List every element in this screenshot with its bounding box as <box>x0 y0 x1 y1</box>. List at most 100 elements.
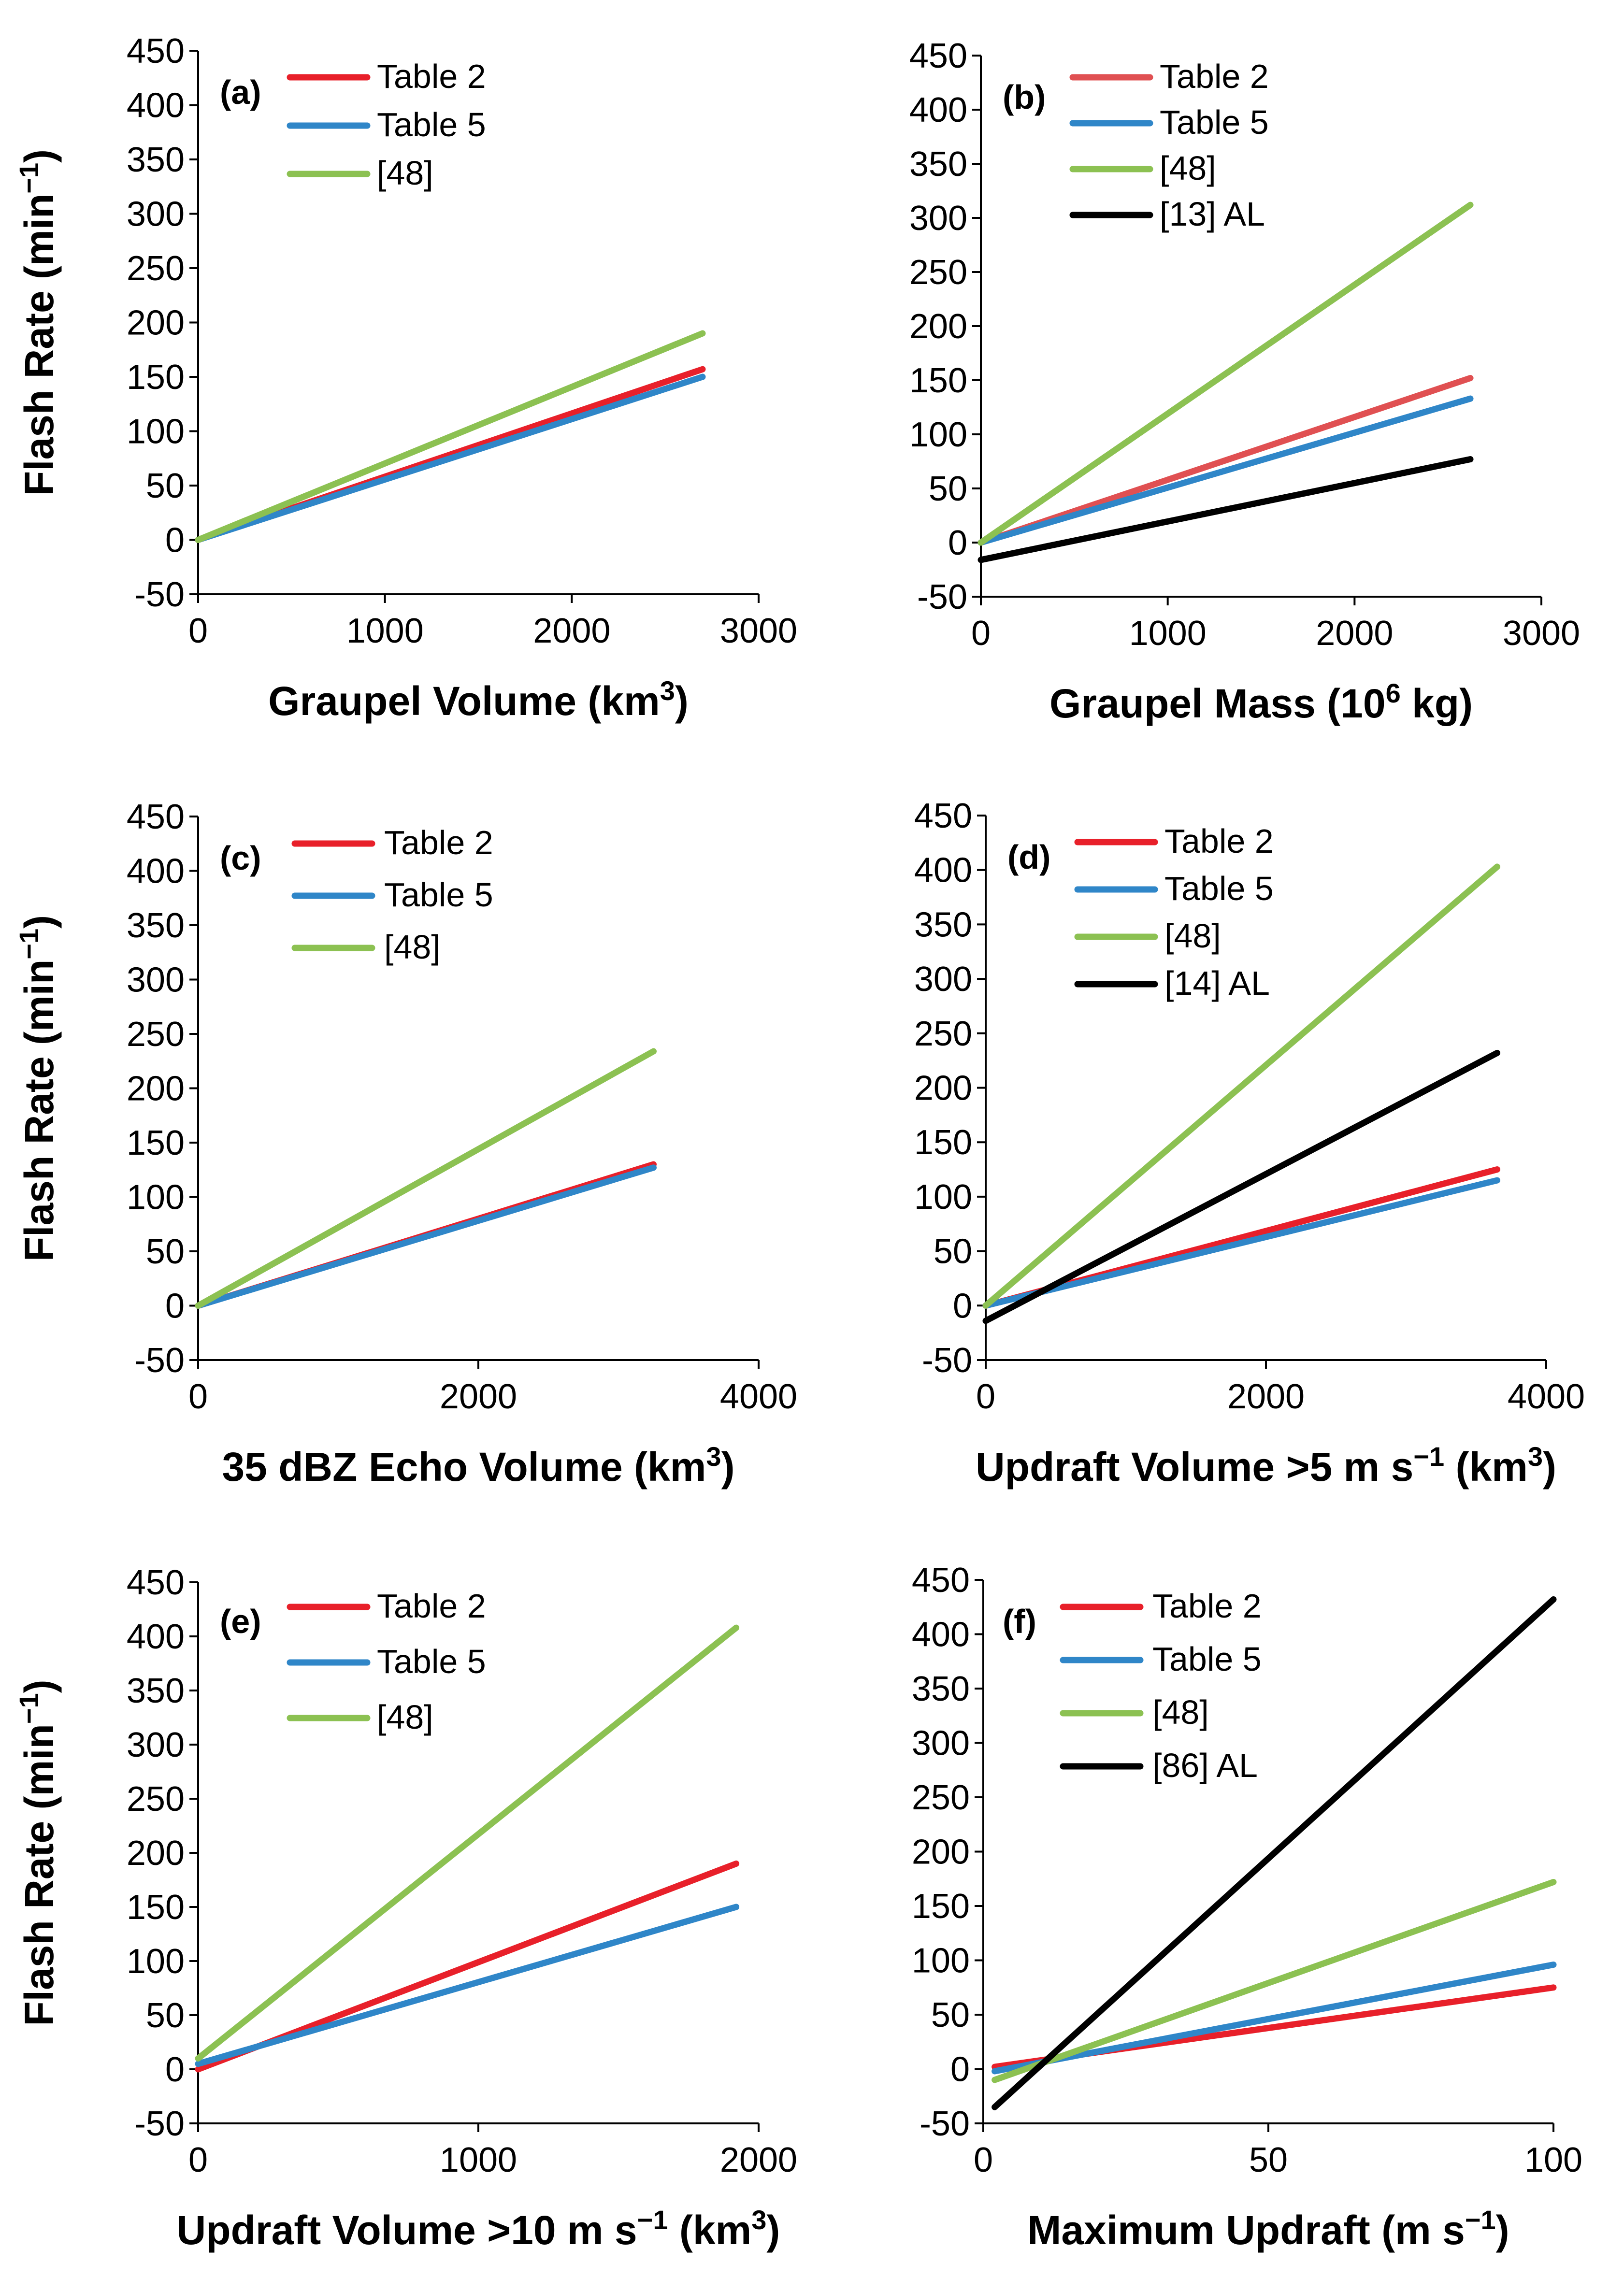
panel-c-x-axis-label: 35 dBZ Echo Volume (km3) <box>222 1441 734 1490</box>
panel-e-xtick-label: 1000 <box>440 2141 517 2179</box>
superscript: −1 <box>14 163 44 194</box>
panel-a-legend-label: Table 2 <box>377 57 486 95</box>
panel-a-ytick-label: 250 <box>127 249 185 288</box>
label-text: kg) <box>1401 681 1473 726</box>
panel-d-ytick-label: 400 <box>914 851 972 890</box>
panel-b-series-table-5 <box>977 395 1474 546</box>
panel-f-label: (f) <box>1003 1603 1036 1640</box>
panel-b-ytick-label: 0 <box>948 524 967 562</box>
panel-e-ytick-label: 450 <box>127 1563 185 1602</box>
panel-c-legend-label: Table 5 <box>384 876 493 914</box>
panel-b-xtick-label: 0 <box>971 614 991 653</box>
panel-f-ytick-label: 400 <box>912 1616 970 1654</box>
panel-a-ytick-label: 100 <box>127 413 185 451</box>
panel-a-x-axis-label: Graupel Volume (km3) <box>268 675 689 724</box>
label-text: ) <box>1496 2207 1509 2253</box>
panel-a-ytick-label: 450 <box>127 32 185 71</box>
panel-b-ytick-label: 450 <box>909 37 967 75</box>
panel-d-series-table-5 <box>982 1177 1500 1309</box>
panel-d-series-48 <box>982 863 1500 1309</box>
panel-d-ytick-label: 250 <box>914 1015 972 1053</box>
panel-e-ytick-label: 50 <box>146 1996 185 2035</box>
panel-d-ytick-label: 150 <box>914 1123 972 1162</box>
panel-e-ytick-label: 200 <box>127 1834 185 1873</box>
label-text: Flash Rate (min <box>16 960 62 1261</box>
panel-a-ytick-label: 200 <box>127 304 185 343</box>
panel-a-label: (a) <box>220 73 261 111</box>
panel-c-ytick-label: -50 <box>134 1341 185 1380</box>
panel-c-series-table-5 <box>195 1164 657 1309</box>
panel-b-ytick-label: 400 <box>909 91 967 129</box>
panel-a-series-table-5 <box>195 373 706 543</box>
panel-f-legend-label: [48] <box>1152 1693 1209 1731</box>
label-text: Updraft Volume >5 m s <box>976 1444 1413 1490</box>
panel-e-xtick-label: 0 <box>188 2141 208 2179</box>
label-text: Flash Rate (min <box>16 1724 62 2026</box>
panel-c-legend-label: [48] <box>384 928 441 966</box>
panel-c-series-48 <box>195 1048 657 1309</box>
label-text: (km <box>668 2207 752 2253</box>
panel-e-label: (e) <box>220 1603 261 1640</box>
panel-e-ytick-label: 400 <box>127 1618 185 1656</box>
superscript: −1 <box>1413 1441 1444 1472</box>
panel-b-xtick-label: 3000 <box>1503 614 1580 653</box>
panel-f-ytick-label: -50 <box>920 2105 970 2143</box>
panel-e-legend-label: Table 2 <box>377 1587 486 1625</box>
panel-a-xtick-label: 0 <box>188 612 208 650</box>
panel-b-ytick-label: 300 <box>909 199 967 238</box>
panel-c-xtick-label: 0 <box>188 1377 208 1416</box>
panel-a-xtick-label: 1000 <box>346 612 424 650</box>
panel-f-legend-label: [86] AL <box>1152 1747 1258 1784</box>
panel-e-ytick-label: 0 <box>165 2050 185 2089</box>
panel-f-ytick-label: 0 <box>950 2050 970 2089</box>
panel-e-ytick-label: 350 <box>127 1672 185 1710</box>
panel-d-ytick-label: 450 <box>914 797 972 835</box>
panel-f-ytick-label: 300 <box>912 1724 970 1763</box>
panel-b-xtick-label: 2000 <box>1316 614 1393 653</box>
panel-b-ytick-label: 100 <box>909 415 967 454</box>
panel-f-xtick-label: 0 <box>974 2141 993 2179</box>
panel-b-legend-label: Table 5 <box>1160 103 1269 141</box>
panel-a-ytick-label: 350 <box>127 141 185 179</box>
panel-f-series-48 <box>992 1879 1557 2083</box>
panel-c-ytick-label: 150 <box>127 1124 185 1162</box>
panel-b-label: (b) <box>1003 78 1046 116</box>
panel-d-series-14-al <box>982 1049 1500 1324</box>
panel-c-xtick-label: 4000 <box>720 1377 797 1416</box>
panel-d-legend-label: [14] AL <box>1164 964 1270 1002</box>
label-text: ) <box>675 678 689 724</box>
label-text: ) <box>16 149 62 163</box>
label-text: ) <box>766 2207 780 2253</box>
panel-f-xtick-label: 50 <box>1249 2141 1288 2179</box>
panel-f-ytick-label: 150 <box>912 1887 970 1926</box>
label-text: (km <box>1444 1444 1528 1490</box>
panel-f-series-86-al <box>992 1596 1557 2110</box>
panel-c-xtick-label: 2000 <box>440 1377 517 1416</box>
panel-e-ytick-label: 250 <box>127 1780 185 1819</box>
panel-f-ytick-label: 200 <box>912 1833 970 1872</box>
panel-d-label: (d) <box>1007 838 1050 876</box>
panel-f-x-axis-label: Maximum Updraft (m s−1) <box>1027 2205 1509 2253</box>
label-text: ) <box>721 1444 735 1490</box>
panel-c-ytick-label: 50 <box>146 1232 185 1271</box>
label-text: ) <box>1543 1444 1556 1490</box>
superscript: −1 <box>637 2205 668 2235</box>
panel-d-ytick-label: 100 <box>914 1178 972 1217</box>
panel-b-ytick-label: 350 <box>909 145 967 184</box>
panel-a-series-48 <box>195 330 706 543</box>
panel-b-series-table-2 <box>977 375 1474 546</box>
panel-a-ytick-label: 0 <box>165 521 185 560</box>
panel-c-legend-label: Table 2 <box>384 824 493 861</box>
panel-b-legend-label: [48] <box>1160 149 1216 187</box>
label-text: Flash Rate (min <box>16 194 62 496</box>
label-text: ) <box>16 1679 62 1693</box>
panel-b-legend-label: Table 2 <box>1160 57 1269 95</box>
label-text: Maximum Updraft (m s <box>1027 2207 1465 2253</box>
panel-d-ytick-label: 200 <box>914 1069 972 1108</box>
panel-f-ytick-label: 50 <box>931 1996 970 2034</box>
panel-c-ytick-label: 250 <box>127 1015 185 1054</box>
